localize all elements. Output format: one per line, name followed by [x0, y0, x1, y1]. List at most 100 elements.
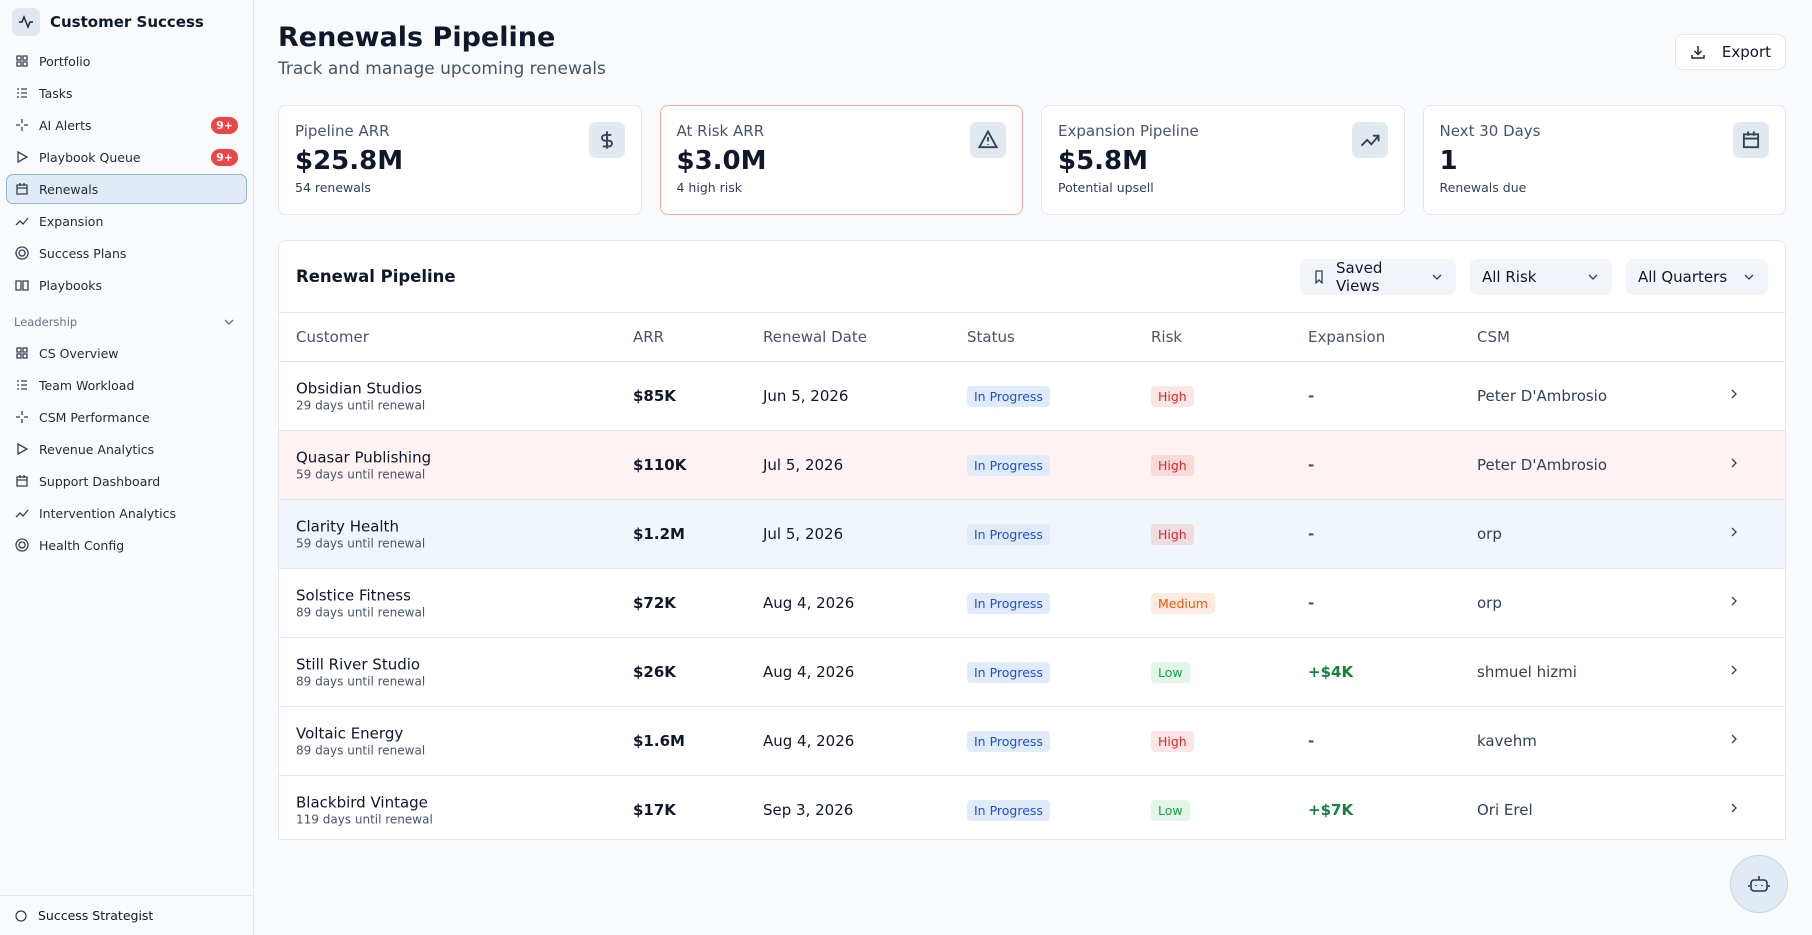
row-chevron[interactable] — [1727, 525, 1741, 543]
cell: +$4K — [1308, 663, 1353, 681]
cell: - — [1308, 732, 1314, 750]
filter-label: All Risk — [1482, 267, 1537, 286]
nav-item[interactable]: AI Alerts 9+ — [6, 110, 247, 140]
nav-item[interactable]: CSM Performance — [6, 402, 247, 432]
table-row[interactable]: Voltaic Energy 89 days until renewal $1.6M… — [279, 707, 1785, 776]
stat-note: Renewals due — [1439, 180, 1527, 195]
expansion-value: +$4K — [1308, 663, 1354, 681]
date-value: Aug 4, 2026 — [763, 594, 855, 612]
filter-label: Saved Views — [1336, 258, 1383, 295]
nav-item[interactable]: Playbooks — [6, 270, 247, 300]
table-row[interactable]: Quasar Publishing 59 days until renewal $1… — [279, 431, 1785, 500]
expansion-value: - — [1308, 732, 1315, 750]
cell: Aug 4, 2026 — [763, 594, 854, 612]
cell: Jul 5, 2026 — [763, 525, 843, 543]
stat-card: At Risk ARR $3.0M 4 high risk — [659, 105, 1023, 215]
date-value: Aug 4, 2026 — [763, 663, 855, 681]
footer-label: Success Strategist — [38, 908, 154, 923]
nav-item[interactable]: Success Plans — [6, 238, 247, 268]
cell: In Progress — [967, 800, 1050, 821]
column-header: Status — [967, 328, 1015, 346]
stat-icon — [1733, 122, 1769, 158]
download-icon — [1691, 46, 1705, 59]
risk-pill: High — [1151, 524, 1194, 545]
table-toolbar: Renewal Pipeline Saved Views All Risk All Q… — [279, 241, 1785, 313]
cell: In Progress — [967, 731, 1050, 752]
cell: Quasar Publishing 59 days until renewal — [296, 449, 431, 482]
nav-label: AI Alerts — [39, 117, 92, 133]
table-row[interactable]: Still River Studio 89 days until renewal $… — [279, 638, 1785, 707]
icon — [15, 509, 29, 518]
nav-label: Portfolio — [39, 53, 91, 69]
nav-item[interactable]: Intervention Analytics — [6, 498, 247, 528]
nav-item[interactable]: Team Workload — [6, 370, 247, 400]
footer-link[interactable]: Success Strategist — [0, 895, 253, 935]
days-until: 89 days until renewal — [296, 674, 426, 689]
nav-item[interactable]: Support Dashboard — [6, 466, 247, 496]
nav-label: Tasks — [39, 85, 73, 101]
assistant-button[interactable] — [1730, 855, 1788, 913]
nav-item[interactable]: Portfolio — [6, 46, 247, 76]
stat-note: Potential upsell — [1058, 180, 1154, 195]
icon — [16, 475, 28, 487]
cell: Jun 5, 2026 — [763, 387, 848, 405]
stat-label: Expansion Pipeline — [1058, 122, 1199, 140]
row-chevron[interactable] — [1727, 801, 1741, 819]
filter[interactable]: All Risk — [1470, 258, 1612, 295]
status-pill: In Progress — [967, 386, 1050, 407]
csm-value: Peter D'Ambrosio — [1477, 387, 1608, 405]
column-header: Customer — [296, 328, 369, 346]
arr-value: $85K — [633, 387, 676, 405]
main: Renewals Pipeline Track and manage upcom… — [278, 0, 1786, 840]
row-chevron[interactable] — [1727, 387, 1741, 405]
nav-label: CS Overview — [39, 345, 119, 361]
brand[interactable]: Customer Success — [0, 0, 253, 44]
cell: Still River Studio 89 days until renewal — [296, 656, 425, 689]
table-row[interactable]: Solstice Fitness 89 days until renewal $72… — [279, 569, 1785, 638]
cell: Sep 3, 2026 — [763, 801, 853, 819]
arr-value: $1.2M — [633, 525, 685, 543]
days-until: 89 days until renewal — [296, 605, 426, 620]
csm-value: kavehm — [1477, 732, 1537, 750]
icon — [1588, 274, 1598, 280]
row-chevron[interactable] — [1727, 732, 1741, 750]
nav-item[interactable]: CS Overview — [6, 338, 247, 368]
icon — [15, 538, 29, 552]
icon — [600, 131, 613, 149]
table-row[interactable]: Obsidian Studios 29 days until renewal $85… — [279, 362, 1785, 431]
nav-item[interactable]: Revenue Analytics — [6, 434, 247, 464]
cell: $72K — [633, 594, 676, 612]
cell: In Progress — [967, 455, 1050, 476]
csm-value: orp — [1477, 594, 1502, 612]
expansion-value: +$7K — [1308, 801, 1354, 819]
row-chevron[interactable] — [1727, 594, 1741, 612]
icon — [1731, 389, 1737, 399]
nav-item[interactable]: Renewals — [6, 174, 247, 204]
cell: Voltaic Energy 89 days until renewal — [296, 725, 425, 758]
nav-label: Intervention Analytics — [39, 505, 177, 521]
nav-item[interactable]: Health Config — [6, 530, 247, 560]
nav: Portfolio Tasks AI Alerts 9+ Playbook Queue 9… — [0, 46, 253, 300]
date-value: Jul 5, 2026 — [763, 525, 844, 543]
cell: Ori Erel — [1477, 801, 1533, 819]
cell: +$7K — [1308, 801, 1353, 819]
icon — [978, 130, 998, 149]
page-subtitle: Track and manage upcoming renewals — [278, 59, 606, 79]
filter[interactable]: All Quarters — [1626, 258, 1768, 295]
nav-item[interactable]: Playbook Queue 9+ — [6, 142, 247, 172]
nav-item[interactable]: Expansion — [6, 206, 247, 236]
filter[interactable]: Saved Views — [1300, 258, 1456, 295]
table-row[interactable]: Clarity Health 59 days until renewal $1.2M… — [279, 500, 1785, 569]
row-chevron[interactable] — [1727, 456, 1741, 474]
table-row[interactable]: Blackbird Vintage 119 days until renewal $… — [279, 776, 1785, 839]
cell: - — [1308, 456, 1314, 474]
nav-item[interactable]: Tasks — [6, 78, 247, 108]
row-chevron[interactable] — [1727, 663, 1741, 681]
table-title: Renewal Pipeline — [296, 267, 456, 286]
icon — [1731, 734, 1737, 744]
days-until: 119 days until renewal — [296, 812, 433, 827]
status-pill: In Progress — [967, 800, 1050, 821]
section-header[interactable]: Leadership — [0, 308, 253, 336]
export-button[interactable]: Export — [1674, 34, 1786, 70]
